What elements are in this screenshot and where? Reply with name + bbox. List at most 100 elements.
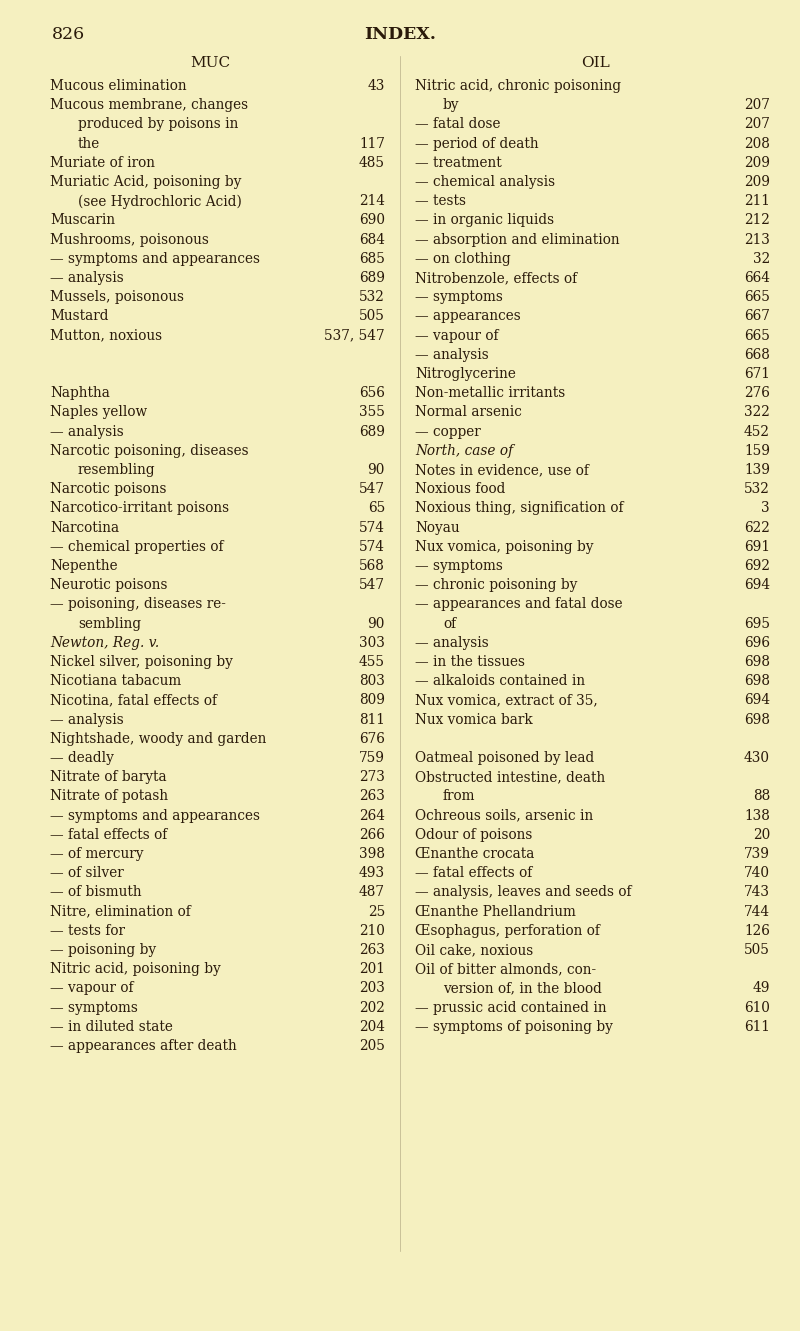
Text: 690: 690 [359, 213, 385, 228]
Text: 505: 505 [359, 309, 385, 323]
Text: North, case of: North, case of [415, 443, 513, 458]
Text: 263: 263 [359, 942, 385, 957]
Text: Nightshade, woody and garden: Nightshade, woody and garden [50, 732, 266, 745]
Text: produced by poisons in: produced by poisons in [78, 117, 238, 132]
Text: — fatal dose: — fatal dose [415, 117, 501, 132]
Text: from: from [443, 789, 475, 804]
Text: 826: 826 [52, 27, 85, 43]
Text: Mutton, noxious: Mutton, noxious [50, 329, 162, 342]
Text: 739: 739 [744, 847, 770, 861]
Text: 430: 430 [744, 751, 770, 765]
Text: 201: 201 [359, 962, 385, 976]
Text: 209: 209 [744, 156, 770, 170]
Text: — tests for: — tests for [50, 924, 125, 938]
Text: — chronic poisoning by: — chronic poisoning by [415, 578, 578, 592]
Text: — symptoms: — symptoms [415, 290, 503, 305]
Text: Mucous elimination: Mucous elimination [50, 79, 186, 93]
Text: Nitric acid, poisoning by: Nitric acid, poisoning by [50, 962, 221, 976]
Text: 49: 49 [753, 981, 770, 996]
Text: MUC: MUC [190, 56, 230, 71]
Text: sembling: sembling [78, 616, 141, 631]
Text: 694: 694 [744, 693, 770, 707]
Text: 273: 273 [359, 771, 385, 784]
Text: 695: 695 [744, 616, 770, 631]
Text: (see Hydrochloric Acid): (see Hydrochloric Acid) [78, 194, 242, 209]
Text: 568: 568 [359, 559, 385, 574]
Text: Narcotic poisons: Narcotic poisons [50, 482, 166, 496]
Text: 455: 455 [359, 655, 385, 669]
Text: 355: 355 [359, 406, 385, 419]
Text: 65: 65 [368, 502, 385, 515]
Text: 691: 691 [744, 540, 770, 554]
Text: — analysis: — analysis [415, 636, 489, 650]
Text: 574: 574 [359, 520, 385, 535]
Text: Ochreous soils, arsenic in: Ochreous soils, arsenic in [415, 809, 594, 823]
Text: 689: 689 [359, 272, 385, 285]
Text: 809: 809 [359, 693, 385, 707]
Text: Odour of poisons: Odour of poisons [415, 828, 532, 841]
Text: — in the tissues: — in the tissues [415, 655, 525, 669]
Text: 547: 547 [359, 482, 385, 496]
Text: Œnanthe crocata: Œnanthe crocata [415, 847, 534, 861]
Text: 694: 694 [744, 578, 770, 592]
Text: — alkaloids contained in: — alkaloids contained in [415, 675, 585, 688]
Text: 485: 485 [359, 156, 385, 170]
Text: 803: 803 [359, 675, 385, 688]
Text: Noyau: Noyau [415, 520, 460, 535]
Text: 689: 689 [359, 425, 385, 439]
Text: 487: 487 [359, 885, 385, 900]
Text: 656: 656 [359, 386, 385, 401]
Text: 759: 759 [359, 751, 385, 765]
Text: the: the [78, 137, 100, 150]
Text: 398: 398 [359, 847, 385, 861]
Text: Oatmeal poisoned by lead: Oatmeal poisoned by lead [415, 751, 594, 765]
Text: — of silver: — of silver [50, 866, 124, 880]
Text: 811: 811 [359, 712, 385, 727]
Text: Nux vomica, poisoning by: Nux vomica, poisoning by [415, 540, 594, 554]
Text: 610: 610 [744, 1001, 770, 1014]
Text: 214: 214 [359, 194, 385, 208]
Text: — fatal effects of: — fatal effects of [50, 828, 167, 841]
Text: Nux vomica, extract of 35,: Nux vomica, extract of 35, [415, 693, 598, 707]
Text: Narcotic poisoning, diseases: Narcotic poisoning, diseases [50, 443, 249, 458]
Text: — analysis, leaves and seeds of: — analysis, leaves and seeds of [415, 885, 631, 900]
Text: 264: 264 [359, 809, 385, 823]
Text: Mushrooms, poisonous: Mushrooms, poisonous [50, 233, 209, 246]
Text: Narcotico-irritant poisons: Narcotico-irritant poisons [50, 502, 229, 515]
Text: 744: 744 [744, 905, 770, 918]
Text: — poisoning by: — poisoning by [50, 942, 156, 957]
Text: Noxious thing, signification of: Noxious thing, signification of [415, 502, 623, 515]
Text: — symptoms and appearances: — symptoms and appearances [50, 252, 260, 266]
Text: 611: 611 [744, 1020, 770, 1034]
Text: 213: 213 [744, 233, 770, 246]
Text: Œsophagus, perforation of: Œsophagus, perforation of [415, 924, 600, 938]
Text: Mustard: Mustard [50, 309, 109, 323]
Text: 671: 671 [744, 367, 770, 381]
Text: — on clothing: — on clothing [415, 252, 510, 266]
Text: 696: 696 [744, 636, 770, 650]
Text: 303: 303 [359, 636, 385, 650]
Text: 43: 43 [368, 79, 385, 93]
Text: 276: 276 [744, 386, 770, 401]
Text: Nitrate of baryta: Nitrate of baryta [50, 771, 166, 784]
Text: — treatment: — treatment [415, 156, 502, 170]
Text: 740: 740 [744, 866, 770, 880]
Text: 209: 209 [744, 174, 770, 189]
Text: — analysis: — analysis [50, 425, 124, 439]
Text: 622: 622 [744, 520, 770, 535]
Text: 207: 207 [744, 117, 770, 132]
Text: — prussic acid contained in: — prussic acid contained in [415, 1001, 606, 1014]
Text: Nitrate of potash: Nitrate of potash [50, 789, 168, 804]
Text: 208: 208 [744, 137, 770, 150]
Text: resembling: resembling [78, 463, 156, 476]
Text: 664: 664 [744, 272, 770, 285]
Text: — deadly: — deadly [50, 751, 114, 765]
Text: INDEX.: INDEX. [364, 27, 436, 43]
Text: — appearances after death: — appearances after death [50, 1040, 237, 1053]
Text: — symptoms: — symptoms [50, 1001, 138, 1014]
Text: 205: 205 [359, 1040, 385, 1053]
Text: 668: 668 [744, 347, 770, 362]
Text: Newton, Reg. v.: Newton, Reg. v. [50, 636, 159, 650]
Text: Nitric acid, chronic poisoning: Nitric acid, chronic poisoning [415, 79, 621, 93]
Text: 266: 266 [359, 828, 385, 841]
